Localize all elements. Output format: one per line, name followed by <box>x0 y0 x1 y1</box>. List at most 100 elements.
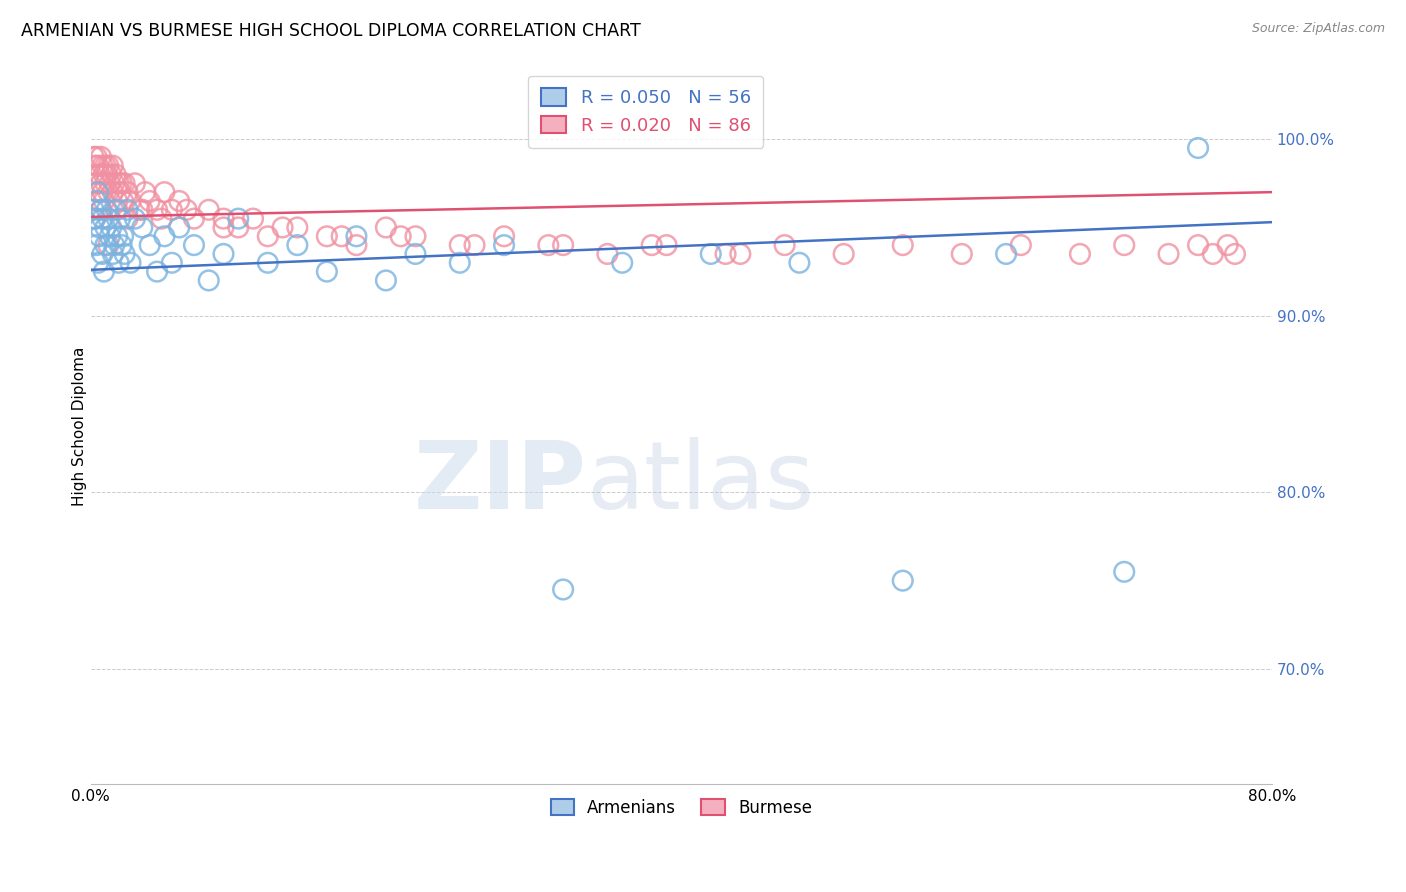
Point <box>94 238 117 252</box>
Point <box>93 264 115 278</box>
Point <box>271 220 294 235</box>
Point <box>146 264 169 278</box>
Point <box>714 247 737 261</box>
Point <box>537 238 560 252</box>
Point <box>89 229 111 244</box>
Point <box>86 238 108 252</box>
Point <box>101 159 124 173</box>
Point <box>1157 247 1180 261</box>
Point <box>553 238 575 252</box>
Point <box>83 202 105 217</box>
Point <box>117 211 139 226</box>
Point <box>256 256 278 270</box>
Point <box>124 177 146 191</box>
Point <box>464 238 486 252</box>
Point <box>226 220 249 235</box>
Point <box>344 238 367 252</box>
Point <box>93 194 115 208</box>
Point <box>87 159 110 173</box>
Point <box>1187 238 1209 252</box>
Point <box>212 220 235 235</box>
Text: atlas: atlas <box>586 437 815 529</box>
Point <box>134 185 156 199</box>
Point <box>449 256 471 270</box>
Point <box>112 229 135 244</box>
Text: ARMENIAN VS BURMESE HIGH SCHOOL DIPLOMA CORRELATION CHART: ARMENIAN VS BURMESE HIGH SCHOOL DIPLOMA … <box>21 22 641 40</box>
Point <box>553 582 575 597</box>
Point <box>131 202 153 217</box>
Point <box>104 168 127 182</box>
Point <box>773 238 796 252</box>
Point <box>86 194 108 208</box>
Point <box>112 194 135 208</box>
Point <box>117 185 139 199</box>
Point <box>120 194 142 208</box>
Point <box>89 168 111 182</box>
Point <box>86 150 108 164</box>
Point <box>950 247 973 261</box>
Point <box>128 202 150 217</box>
Point <box>100 168 122 182</box>
Point <box>124 211 146 226</box>
Point <box>107 256 129 270</box>
Point <box>1216 238 1239 252</box>
Point <box>197 273 219 287</box>
Point <box>891 574 914 588</box>
Point <box>160 256 183 270</box>
Point <box>94 159 117 173</box>
Point <box>103 177 125 191</box>
Point <box>101 185 124 199</box>
Point <box>84 177 107 191</box>
Point <box>212 247 235 261</box>
Point <box>98 229 121 244</box>
Point <box>90 150 112 164</box>
Point <box>212 211 235 226</box>
Point <box>87 185 110 199</box>
Point <box>100 220 122 235</box>
Text: ZIP: ZIP <box>413 437 586 529</box>
Point <box>105 194 128 208</box>
Point <box>183 211 205 226</box>
Point <box>111 177 134 191</box>
Point <box>153 229 176 244</box>
Point <box>730 247 752 261</box>
Point <box>131 220 153 235</box>
Point <box>242 211 264 226</box>
Point <box>108 185 131 199</box>
Point <box>87 256 110 270</box>
Point <box>374 273 396 287</box>
Point <box>891 238 914 252</box>
Point <box>1114 238 1136 252</box>
Point <box>150 211 173 226</box>
Point <box>167 194 190 208</box>
Point <box>1069 247 1091 261</box>
Text: Source: ZipAtlas.com: Source: ZipAtlas.com <box>1251 22 1385 36</box>
Point <box>97 159 120 173</box>
Point <box>94 220 117 235</box>
Point <box>197 202 219 217</box>
Point <box>120 256 142 270</box>
Point <box>138 194 160 208</box>
Point <box>596 247 619 261</box>
Point <box>98 177 121 191</box>
Point <box>90 202 112 217</box>
Point <box>105 229 128 244</box>
Point <box>97 185 120 199</box>
Point <box>96 168 118 182</box>
Point <box>641 238 664 252</box>
Point <box>1202 247 1225 261</box>
Point <box>97 238 120 252</box>
Y-axis label: High School Diploma: High School Diploma <box>72 346 87 506</box>
Point <box>1223 247 1246 261</box>
Point <box>315 264 337 278</box>
Point <box>176 202 198 217</box>
Point <box>285 220 308 235</box>
Point <box>655 238 678 252</box>
Point <box>226 211 249 226</box>
Point <box>91 185 114 199</box>
Point <box>103 238 125 252</box>
Point <box>789 256 811 270</box>
Point <box>89 194 111 208</box>
Point <box>84 211 107 226</box>
Point <box>84 211 107 226</box>
